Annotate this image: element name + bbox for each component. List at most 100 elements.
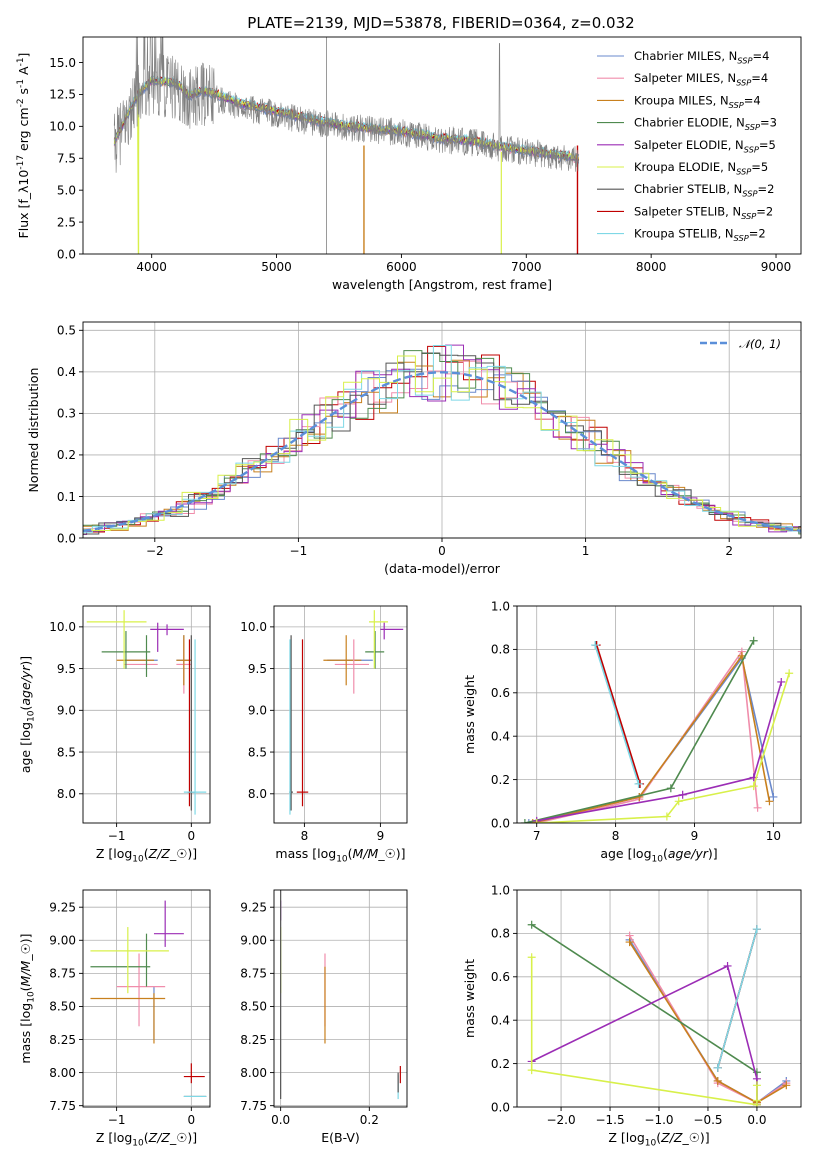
weight_vs_age-axes — [517, 605, 801, 824]
x-axis-label: Z [log10(Z/Z_☉)] — [96, 846, 197, 865]
y-tick-label: 0.0 — [491, 816, 510, 830]
y-tick-label: 0.6 — [491, 686, 510, 700]
residual-legend: 𝒩(0, 1) — [700, 337, 781, 351]
legend-label: Kroupa ELODIE, NSSP=5 — [634, 160, 768, 177]
x-tick-label: 8 — [301, 829, 309, 843]
y-tick-label: 8.00 — [49, 1066, 76, 1080]
y-tick-label: 0.8 — [491, 643, 510, 657]
mass_vs_Z-axes — [83, 890, 210, 1107]
y-axis-label: mass weight — [462, 959, 477, 1038]
y-tick-label: 8.0 — [248, 787, 267, 801]
y-tick-label: 9.5 — [57, 662, 76, 676]
x-tick-label: 0 — [438, 544, 446, 558]
age_vs_mass-axes — [274, 606, 407, 823]
x-tick-label: 0.2 — [360, 1113, 379, 1127]
y-tick-label: 8.5 — [248, 745, 267, 759]
x-tick-label: 7 — [533, 829, 541, 843]
y-tick-label: 10.0 — [49, 120, 76, 134]
y-tick-label: 0.2 — [57, 448, 76, 462]
x-axis-label: mass [log10(M/M_☉)] — [275, 846, 405, 865]
y-tick-label: 9.0 — [57, 704, 76, 718]
residual-histogram — [83, 352, 801, 535]
weight-series-line — [528, 656, 775, 823]
x-axis-label: age [log10(age/yr)] — [600, 846, 717, 865]
y-tick-label: 0.3 — [57, 407, 76, 421]
weight-series-line — [628, 941, 787, 1104]
weight-point-marker — [520, 819, 529, 823]
y-tick-label: 10.0 — [240, 620, 267, 634]
y-tick-label: 8.00 — [240, 1066, 267, 1080]
age_vs_mass-plot-area — [289, 610, 404, 815]
weight-point-marker — [625, 938, 634, 947]
x-tick-label: 8 — [612, 829, 620, 843]
legend-label: Kroupa STELIB, NSSP=2 — [634, 227, 766, 244]
weight-point-marker — [785, 669, 794, 678]
weight-series-line — [532, 653, 771, 823]
weight-point-marker — [713, 1063, 722, 1072]
y-tick-label: 8.5 — [57, 745, 76, 759]
y-tick-label: 8.75 — [49, 967, 76, 981]
x-tick-label: 4000 — [136, 260, 167, 274]
axes-frame — [273, 605, 408, 824]
y-tick-label: 9.0 — [248, 704, 267, 718]
x-tick-label: −2.0 — [546, 1113, 575, 1127]
weight-point-marker — [752, 1096, 761, 1105]
y-tick-label: 8.50 — [49, 1000, 76, 1014]
y-tick-label: 0.5 — [57, 324, 76, 338]
x-tick-label: 9 — [691, 829, 699, 843]
y-tick-label: 0.2 — [491, 773, 510, 787]
legend-label: Chabrier STELIB, NSSP=2 — [634, 182, 774, 199]
age_vs_Z-frame: −1 0 8.0 8.5 9.0 9.5 10.0 Z [log10(Z/Z_☉)] age [… — [18, 605, 211, 865]
weight-point-marker — [678, 790, 687, 799]
x-tick-label: 10 — [766, 829, 781, 843]
y-tick-label: 9.00 — [49, 934, 76, 948]
weight-series-line — [530, 957, 758, 1106]
legend-label: Salpeter ELODIE, NSSP=5 — [634, 138, 776, 155]
weight-point-marker — [782, 1081, 791, 1090]
axes-frame — [516, 605, 802, 824]
weight-point-marker — [713, 1076, 722, 1085]
spectrum-legend: Chabrier MILES, NSSP=4 Salpeter MILES, NS… — [597, 49, 777, 243]
x-tick-label: 0.0 — [271, 1113, 290, 1127]
y-axis-label: mass [log10(M/M_☉)] — [18, 933, 37, 1063]
data-spectrum-line — [113, 37, 579, 173]
y-axis-label: age [log10(age/yr)] — [18, 656, 37, 773]
axes-frame — [82, 889, 211, 1108]
age_vs_mass-frame: 8 9 8.0 8.5 9.0 9.5 10.0 mass [log10(M/M_☉)] — [240, 605, 408, 865]
y-tick-label: 0.6 — [491, 970, 510, 984]
y-tick-label: 8.25 — [240, 1033, 267, 1047]
y-tick-label: 1.0 — [491, 599, 510, 613]
x-tick-label: 0 — [188, 829, 196, 843]
x-tick-label: −1 — [290, 544, 308, 558]
weight-point-marker — [527, 1066, 536, 1075]
weight-series-line — [524, 640, 755, 823]
weight-point-marker — [769, 792, 778, 801]
weight-series-line — [594, 644, 640, 785]
x-axis-label: (data-model)/error — [384, 561, 501, 576]
weight_vs_Z-axes — [517, 889, 801, 1108]
weight_vs_age-frame: 7 8 9 10 0.0 0.2 0.4 0.6 0.8 1.0 age [log10(age/yr… — [462, 599, 802, 865]
y-tick-label: 0.0 — [57, 247, 76, 261]
legend-label: Kroupa MILES, NSSP=4 — [634, 93, 761, 110]
y-tick-label: 7.5 — [57, 152, 76, 166]
x-tick-label: 1 — [582, 544, 590, 558]
weight-series-line — [628, 935, 787, 1104]
x-tick-label: −1.5 — [595, 1113, 624, 1127]
x-tick-label: 8000 — [636, 260, 667, 274]
y-tick-label: 9.25 — [49, 901, 76, 915]
legend-label: Chabrier ELODIE, NSSP=3 — [634, 116, 777, 133]
y-tick-label: 7.75 — [240, 1099, 267, 1113]
weight-series-line — [536, 681, 783, 822]
weight_vs_Z-frame: −2.0 −1.5 −1.0 −0.5 0.0 0.0 0.2 0.4 0.6 0.8 1.0 Z [… — [462, 883, 802, 1149]
x-tick-label: 0 — [188, 1113, 196, 1127]
weight-series-line — [531, 924, 758, 1105]
axes-frame — [82, 605, 211, 824]
legend-label: Chabrier MILES, NSSP=4 — [634, 49, 769, 66]
legend-label: Salpeter MILES, NSSP=4 — [634, 71, 768, 88]
weight_vs_Z-plot-area — [527, 920, 791, 1107]
y-tick-label: 0.0 — [491, 1100, 510, 1114]
weight-point-marker — [634, 779, 643, 788]
weight-point-marker — [749, 782, 758, 791]
weight-point-marker — [752, 925, 761, 934]
